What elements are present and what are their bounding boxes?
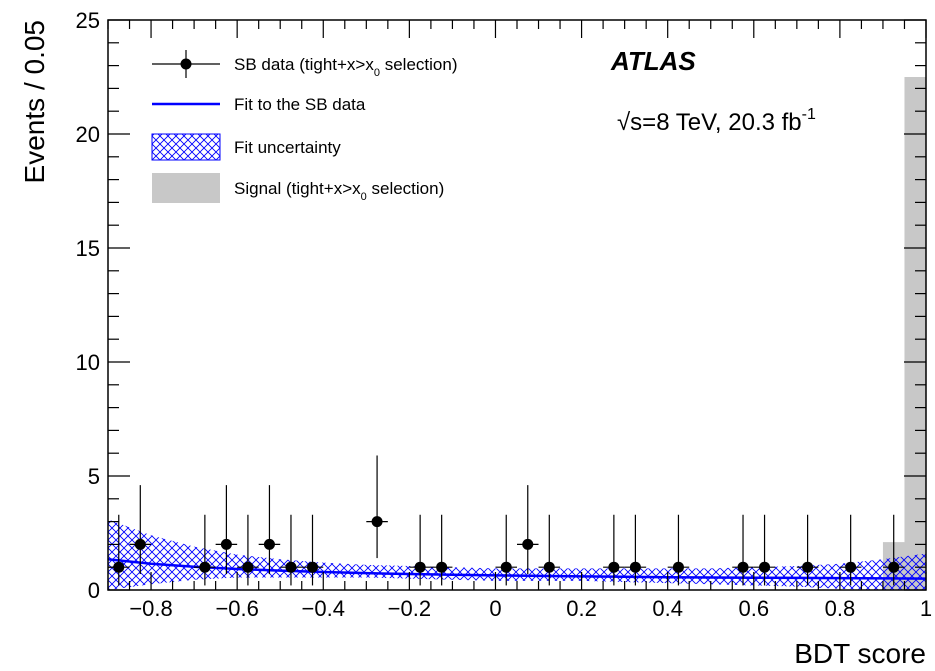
data-marker [285, 561, 297, 573]
legend-entry-data: SB data (tight+x>x0 selection) [152, 50, 457, 79]
signal-histogram [882, 77, 926, 590]
legend-entry-fit: Fit to the SB data [152, 95, 366, 114]
data-point [517, 485, 539, 575]
data-point [839, 514, 862, 586]
data-marker [845, 561, 857, 573]
y-axis-title: Events / 0.05 [19, 20, 50, 183]
data-marker [500, 561, 512, 573]
data-marker [436, 561, 448, 573]
data-point [538, 514, 561, 586]
data-marker [759, 561, 771, 573]
signal-bar [904, 77, 926, 590]
data-marker [242, 561, 254, 573]
y-tick-label: 25 [76, 8, 100, 33]
data-marker [543, 561, 555, 573]
data-point [796, 514, 819, 586]
data-point [753, 514, 776, 586]
data-point [194, 514, 216, 586]
x-tick-label: −0.4 [302, 596, 345, 621]
energy-luminosity-label: √s=8 TeV, 20.3 fb-1 [617, 106, 816, 136]
data-marker [199, 561, 211, 573]
x-tick-label: 1 [920, 596, 932, 621]
data-marker [888, 561, 900, 573]
svg-text:Signal (tight+x>x0 selection): Signal (tight+x>x0 selection) [234, 179, 444, 203]
legend: SB data (tight+x>x0 selection) Fit to th… [151, 50, 457, 203]
data-marker [307, 561, 318, 573]
legend-entry-uncertainty: Fit uncertainty [151, 133, 341, 161]
data-point [732, 514, 754, 586]
y-axis-ticks [108, 19, 926, 591]
data-point [280, 514, 302, 586]
data-marker [263, 538, 275, 550]
y-tick-label: 15 [76, 236, 100, 261]
y-axis-tick-labels: 0 5 10 15 20 25 [76, 8, 100, 603]
sb-data-points [108, 455, 905, 586]
y-tick-label: 0 [88, 578, 100, 603]
legend-data-marker [180, 58, 192, 70]
x-tick-label: 0.4 [652, 596, 683, 621]
data-point [409, 514, 431, 586]
data-marker [220, 538, 232, 550]
data-marker [608, 561, 620, 573]
data-marker [737, 561, 749, 573]
svg-text:SB data (tight+x>x0 selection): SB data (tight+x>x0 selection) [234, 55, 457, 79]
data-marker [802, 561, 814, 573]
data-marker [134, 538, 146, 550]
data-marker [522, 538, 534, 550]
data-point [430, 514, 453, 586]
data-point [215, 485, 238, 575]
y-tick-label: 5 [88, 464, 100, 489]
x-axis-title: BDT score [794, 638, 926, 669]
x-tick-label: 0.8 [825, 596, 856, 621]
x-tick-label: 0.6 [738, 596, 769, 621]
x-tick-label: −0.8 [129, 596, 172, 621]
y-tick-label: 10 [76, 350, 100, 375]
data-marker [672, 561, 684, 573]
svg-text:Fit uncertainty: Fit uncertainty [234, 138, 341, 157]
x-axis-tick-labels: −0.8 −0.6 −0.4 −0.2 0 0.2 0.4 0.6 0.8 1 [129, 596, 932, 621]
fit-uncertainty-band [108, 519, 926, 590]
legend-entry-signal: Signal (tight+x>x0 selection) [152, 173, 444, 203]
data-point [258, 485, 281, 575]
data-point [667, 514, 690, 586]
data-point [237, 514, 259, 586]
data-point [495, 514, 517, 586]
data-point [603, 514, 625, 586]
data-point [882, 514, 905, 586]
x-tick-label: −0.2 [388, 596, 431, 621]
x-tick-label: 0 [489, 596, 501, 621]
data-point [366, 455, 388, 559]
uncertainty-band-area [108, 519, 926, 590]
data-point [301, 514, 324, 586]
data-point [624, 514, 647, 586]
x-tick-label: −0.6 [215, 596, 258, 621]
y-tick-label: 20 [76, 122, 100, 147]
x-tick-label: 0.2 [566, 596, 597, 621]
svg-text:Fit to the SB data: Fit to the SB data [234, 95, 366, 114]
data-marker [629, 561, 641, 573]
data-marker [371, 516, 383, 528]
atlas-label: ATLAS [610, 46, 696, 76]
data-point [129, 485, 152, 575]
x-axis-ticks [107, 20, 927, 590]
data-marker [414, 561, 426, 573]
